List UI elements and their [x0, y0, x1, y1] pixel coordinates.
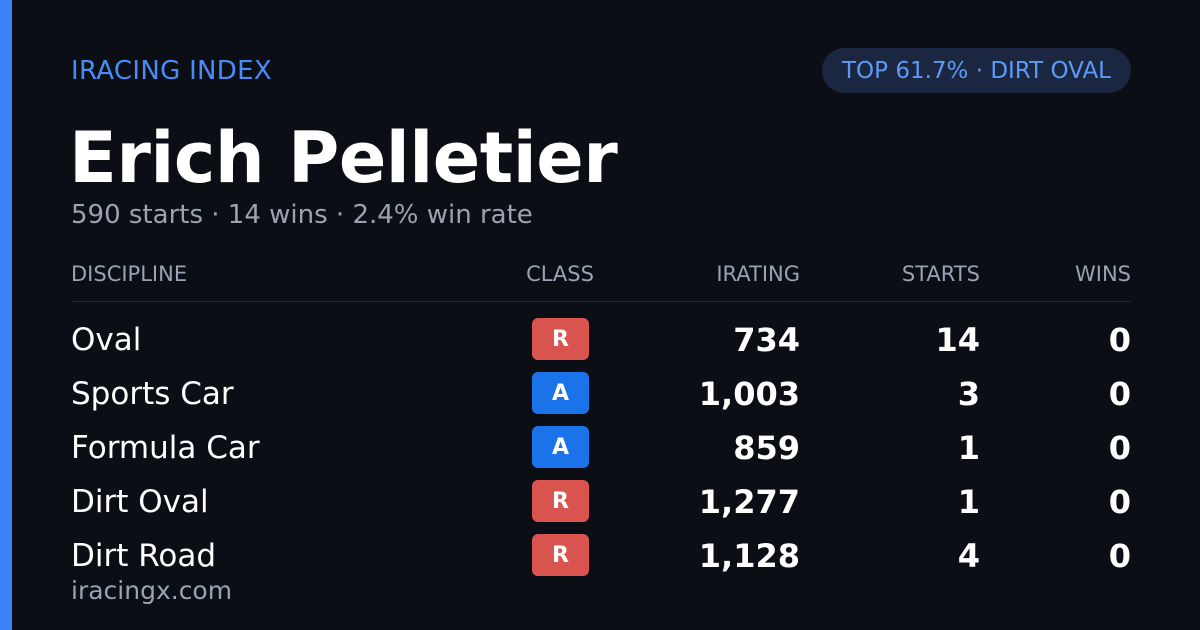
- irating-value: 1,128: [698, 537, 800, 575]
- wins-value: 0: [1108, 483, 1131, 521]
- license-class-badge: R: [532, 480, 589, 522]
- driver-summary: 590 starts · 14 wins · 2.4% win rate: [71, 200, 533, 230]
- header-starts: STARTS: [901, 262, 980, 286]
- starts-value: 14: [935, 321, 980, 359]
- brand-label: IRACING INDEX: [71, 56, 272, 86]
- irating-value: 1,003: [698, 375, 800, 413]
- license-class-badge: A: [532, 372, 589, 414]
- starts-value: 4: [957, 537, 980, 575]
- table-row: Sports Car A 1,003 3 0: [71, 367, 1131, 421]
- starts-value: 1: [957, 483, 980, 521]
- irating-value: 734: [733, 321, 800, 359]
- wins-value: 0: [1108, 375, 1131, 413]
- license-class-badge: R: [532, 318, 589, 360]
- discipline-name: Formula Car: [71, 430, 260, 466]
- table-header: DISCIPLINE CLASS IRATING STARTS WINS: [71, 262, 1131, 302]
- header-irating: IRATING: [716, 262, 800, 286]
- discipline-table: Oval R 734 14 0 Sports Car A 1,003 3 0 F…: [71, 313, 1131, 583]
- irating-value: 1,277: [698, 483, 800, 521]
- accent-bar: [0, 0, 12, 630]
- wins-value: 0: [1108, 537, 1131, 575]
- header-wins: WINS: [1075, 262, 1131, 286]
- discipline-name: Sports Car: [71, 376, 234, 412]
- table-row: Dirt Road R 1,128 4 0: [71, 529, 1131, 583]
- starts-value: 3: [957, 375, 980, 413]
- percentile-badge: TOP 61.7% · DIRT OVAL: [821, 48, 1131, 93]
- site-url: iracingx.com: [71, 576, 233, 605]
- wins-value: 0: [1108, 429, 1131, 467]
- table-row: Formula Car A 859 1 0: [71, 421, 1131, 475]
- license-class-badge: A: [532, 426, 589, 468]
- discipline-name: Dirt Oval: [71, 484, 209, 520]
- discipline-name: Dirt Road: [71, 538, 217, 574]
- header-class: CLASS: [526, 262, 594, 286]
- table-row: Oval R 734 14 0: [71, 313, 1131, 367]
- license-class-badge: R: [532, 534, 589, 576]
- wins-value: 0: [1108, 321, 1131, 359]
- driver-name: Erich Pelletier: [69, 117, 618, 199]
- irating-value: 859: [733, 429, 800, 467]
- table-row: Dirt Oval R 1,277 1 0: [71, 475, 1131, 529]
- starts-value: 1: [957, 429, 980, 467]
- discipline-name: Oval: [71, 322, 142, 358]
- header-discipline: DISCIPLINE: [71, 262, 188, 286]
